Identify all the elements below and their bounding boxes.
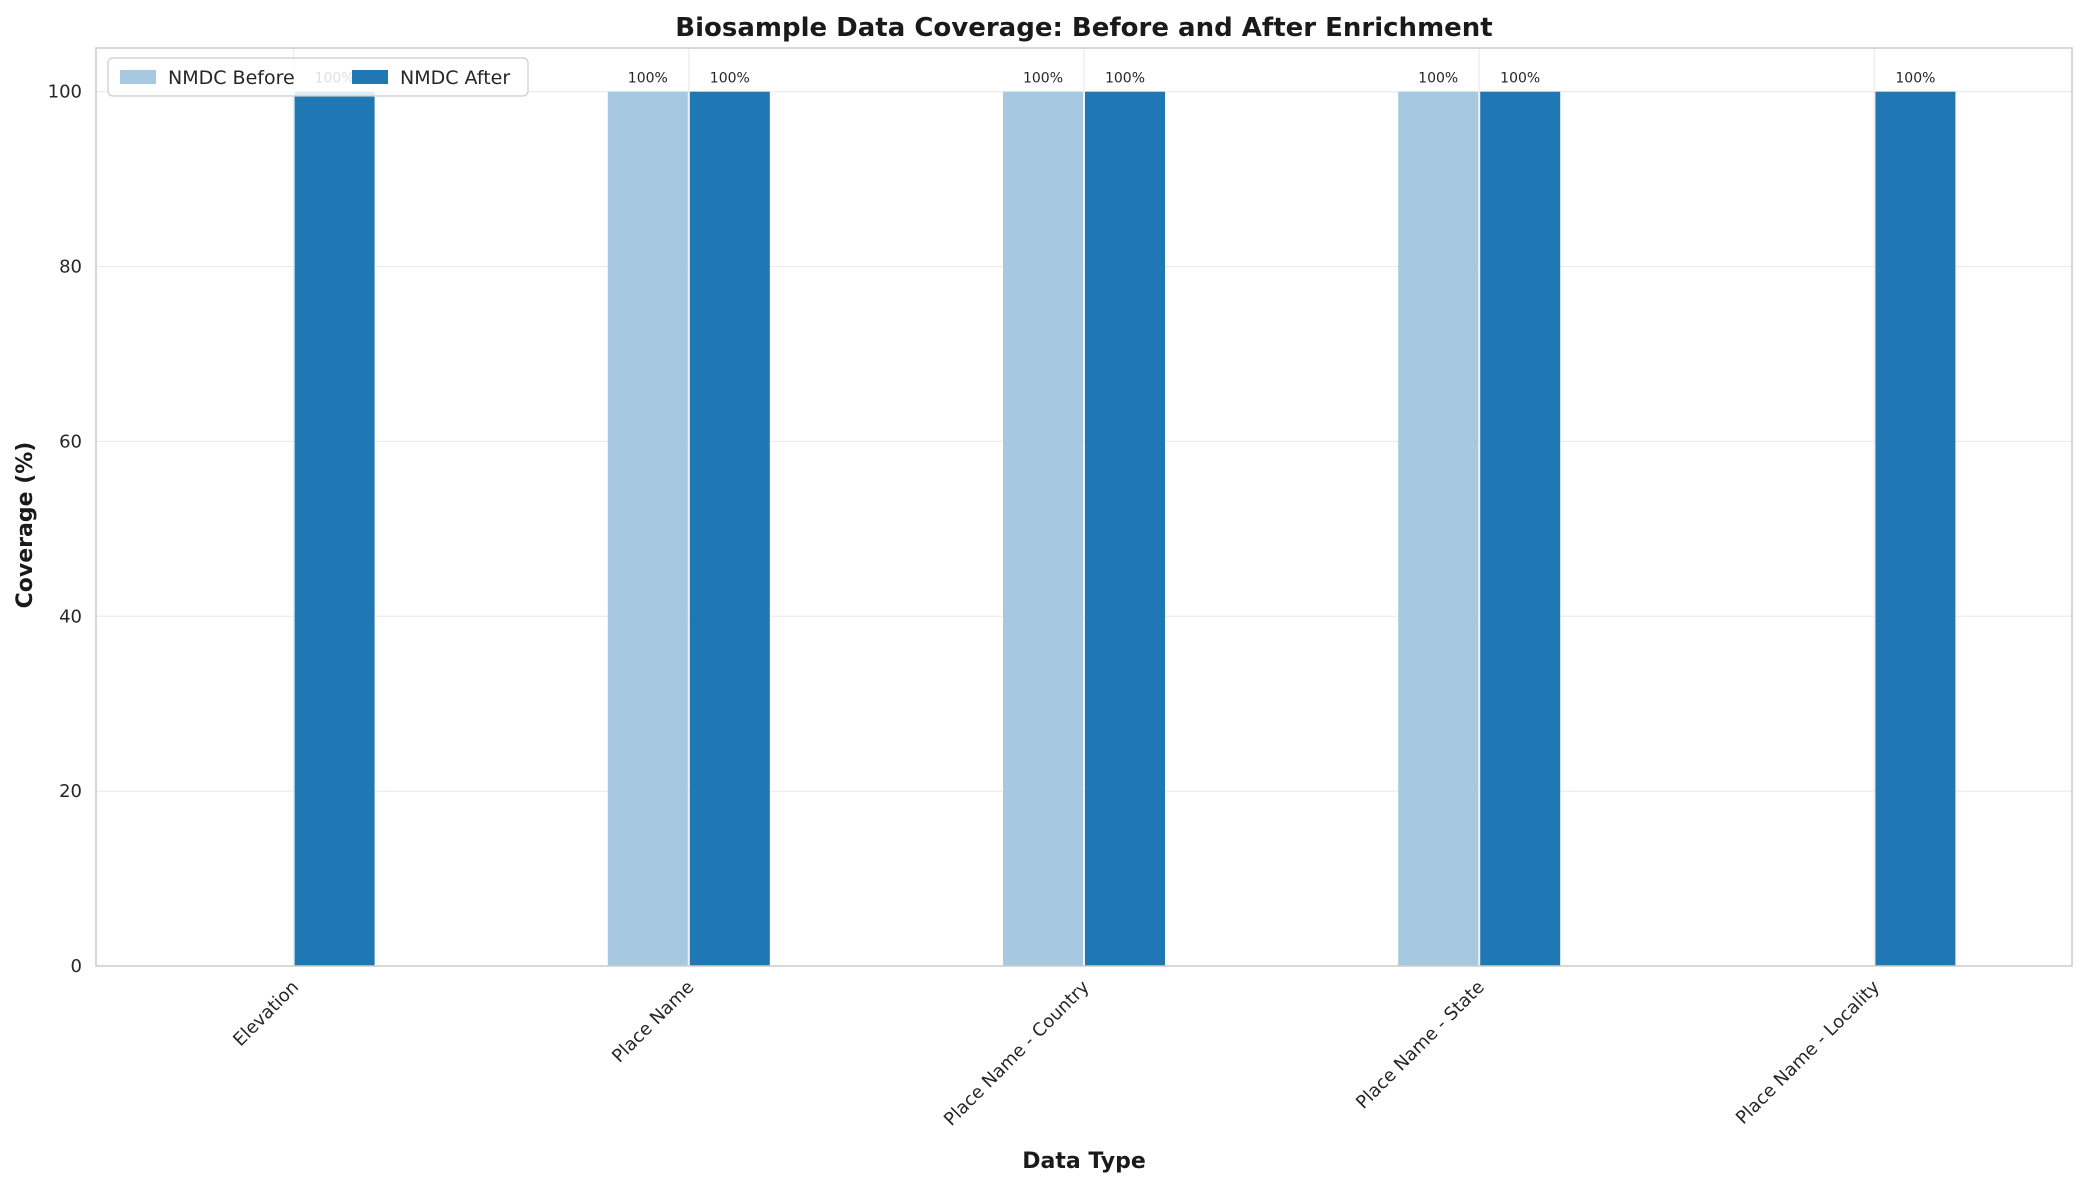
bar-before — [1398, 91, 1479, 966]
bar-after — [1875, 91, 1956, 966]
bar-after — [1085, 91, 1165, 966]
x-tick-label: Place Name - State — [1352, 977, 1489, 1114]
data-labels: 100%100%100%100%100%100%100%100% — [315, 71, 1936, 87]
chart-title: Biosample Data Coverage: Before and Afte… — [675, 13, 1492, 43]
x-tick-label: Place Name - Locality — [1732, 976, 1884, 1128]
bar-after — [294, 91, 375, 966]
bar-value-label: 100% — [1500, 71, 1540, 87]
x-axis-label: Data Type — [1022, 1149, 1146, 1174]
bar-after — [689, 91, 770, 966]
x-tick-label: Elevation — [229, 977, 303, 1051]
y-tick-label: 40 — [59, 606, 82, 627]
y-tick-label: 60 — [59, 431, 82, 452]
bar-before — [607, 91, 688, 966]
y-axis-label: Coverage (%) — [13, 442, 38, 609]
bar-value-label: 100% — [1105, 71, 1145, 87]
bar-value-label: 100% — [1895, 71, 1935, 87]
legend-label: NMDC Before — [168, 67, 295, 89]
x-axis-ticks: Elevation Place Name Place Name - Country P… — [229, 976, 1884, 1130]
legend-swatch — [352, 70, 388, 84]
grid — [96, 48, 2072, 967]
legend-swatch — [120, 70, 156, 84]
y-tick-label: 80 — [59, 257, 82, 278]
y-tick-label: 100 — [48, 82, 82, 103]
bar-value-label: 100% — [1023, 71, 1063, 87]
legend-box — [107, 57, 529, 97]
bars — [294, 91, 1956, 966]
x-tick-label: Place Name - Country — [940, 976, 1094, 1130]
y-tick-label: 0 — [71, 956, 82, 977]
y-axis-ticks: 0 20 40 60 80 100 — [48, 82, 82, 977]
bar-value-label: 100% — [628, 71, 668, 87]
legend: NMDC Before NMDC After — [107, 57, 529, 97]
bar-after — [1480, 91, 1561, 966]
bar-before — [1003, 91, 1083, 966]
plot-frame — [95, 47, 2073, 967]
bar-value-label: 100% — [710, 71, 750, 87]
x-tick-label: Place Name — [608, 977, 698, 1067]
y-tick-label: 20 — [59, 781, 82, 802]
legend-label: NMDC After — [400, 67, 510, 89]
bar-value-label: 100% — [1418, 71, 1458, 87]
